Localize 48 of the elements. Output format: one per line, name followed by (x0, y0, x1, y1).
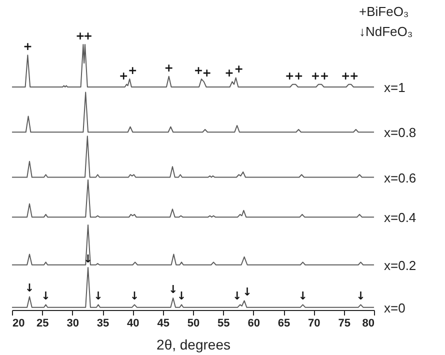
annotation: ↓ (298, 290, 308, 303)
x-tick-label: 40 (127, 318, 140, 330)
annotation: + (202, 66, 212, 80)
annotation: ↓ (130, 290, 140, 303)
series-label: x=0.4 (384, 210, 416, 226)
annotation: + (224, 66, 234, 80)
annotation: + (76, 30, 85, 43)
x-tick-label: 30 (66, 318, 79, 330)
annotation: + (349, 69, 359, 82)
annotation: + (284, 69, 294, 82)
annotation: ↓ (41, 290, 50, 303)
text: ↓NdFeO₃ (359, 24, 413, 39)
series-label: x=0.6 (384, 170, 416, 186)
annotation: + (294, 69, 304, 82)
x-tick-label: 80 (362, 318, 374, 330)
x-tick-label: 50 (187, 318, 200, 330)
annotation: + (341, 69, 350, 82)
x-tick-label: 55 (218, 318, 230, 330)
series-label: x=1 (384, 80, 406, 95)
annotation: ↓ (94, 290, 103, 303)
series-label: x=0 (384, 300, 406, 316)
annotation: + (234, 62, 244, 76)
annotation: ↓ (24, 282, 34, 295)
annotation: ↓ (168, 283, 178, 296)
x-tick-label: 60 (248, 318, 260, 330)
annotation: + (164, 61, 174, 74)
annotation: ↓ (232, 290, 242, 303)
x-tick-label: 65 (278, 318, 290, 330)
annotation: ↓ (176, 290, 186, 303)
annotation: + (310, 69, 320, 82)
annotation: + (194, 64, 204, 78)
series-label: x=0.8 (384, 125, 416, 140)
annotation: ↓ (242, 286, 252, 299)
x-tick-label: 25 (36, 318, 49, 330)
x-tick-label: 45 (157, 318, 170, 330)
x-tick-label: 35 (96, 318, 110, 330)
annotation: + (119, 69, 128, 82)
annotation: + (320, 69, 330, 82)
x-tick-label: 75 (338, 318, 350, 330)
annotation: + (23, 40, 32, 54)
x-tick-label: 70 (308, 318, 320, 330)
x-tick-label: 20 (12, 318, 25, 330)
x-axis-title: 2θ, degrees (156, 336, 230, 352)
annotation: ↓ (356, 290, 366, 303)
annotation: + (83, 30, 93, 43)
text: +BiFeO₃ (359, 4, 409, 19)
annotation: + (128, 64, 138, 78)
series-label: x=0.2 (384, 258, 416, 273)
